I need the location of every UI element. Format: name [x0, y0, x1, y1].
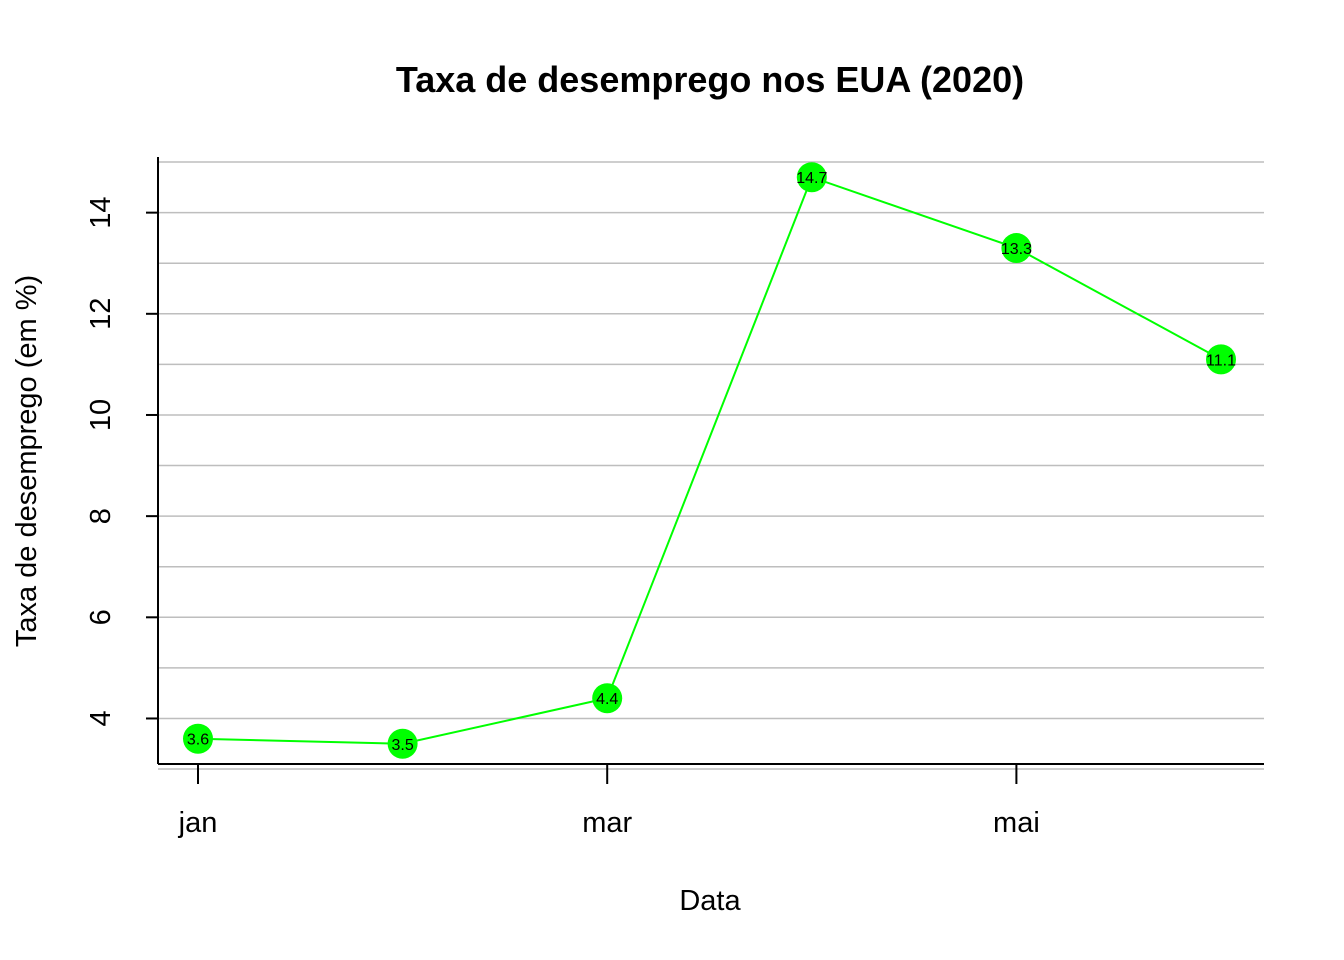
data-label: 11.1	[1206, 352, 1236, 369]
y-tick-label: 12	[85, 298, 117, 330]
data-point	[387, 728, 418, 759]
y-tick-label: 4	[85, 710, 117, 726]
chart-title: Taxa de desemprego nos EUA (2020)	[396, 59, 1024, 100]
data-label: 13.3	[1001, 241, 1032, 258]
data-label: 4.4	[596, 691, 618, 708]
series-line	[197, 175, 1222, 745]
data-label: 3.6	[187, 732, 209, 749]
x-tick-label: jan	[178, 807, 218, 839]
data-point	[183, 723, 213, 754]
y-tick-label: 8	[85, 508, 117, 524]
axes: 4 6 8 10 12 14 jan mar mai	[85, 157, 1264, 839]
gridlines	[158, 161, 1264, 770]
y-axis-label: Taxa de desemprego (em %)	[11, 275, 43, 647]
y-tick-label: 14	[85, 197, 117, 229]
y-tick-label: 10	[85, 399, 117, 431]
data-point	[1206, 344, 1236, 375]
labels: 3.6 3.5 4.4 14.7 13.3 11.1	[187, 170, 1236, 754]
series-layer	[183, 162, 1236, 759]
y-tick-label: 6	[85, 609, 117, 625]
x-axis-label: Data	[679, 885, 741, 917]
data-point	[796, 162, 827, 193]
data-point	[1001, 233, 1032, 264]
x-tick-label: mai	[993, 807, 1040, 839]
data-point	[592, 683, 623, 714]
x-tick-label: mar	[582, 807, 632, 839]
data-label: 14.7	[796, 170, 827, 187]
data-label: 3.5	[391, 737, 413, 754]
